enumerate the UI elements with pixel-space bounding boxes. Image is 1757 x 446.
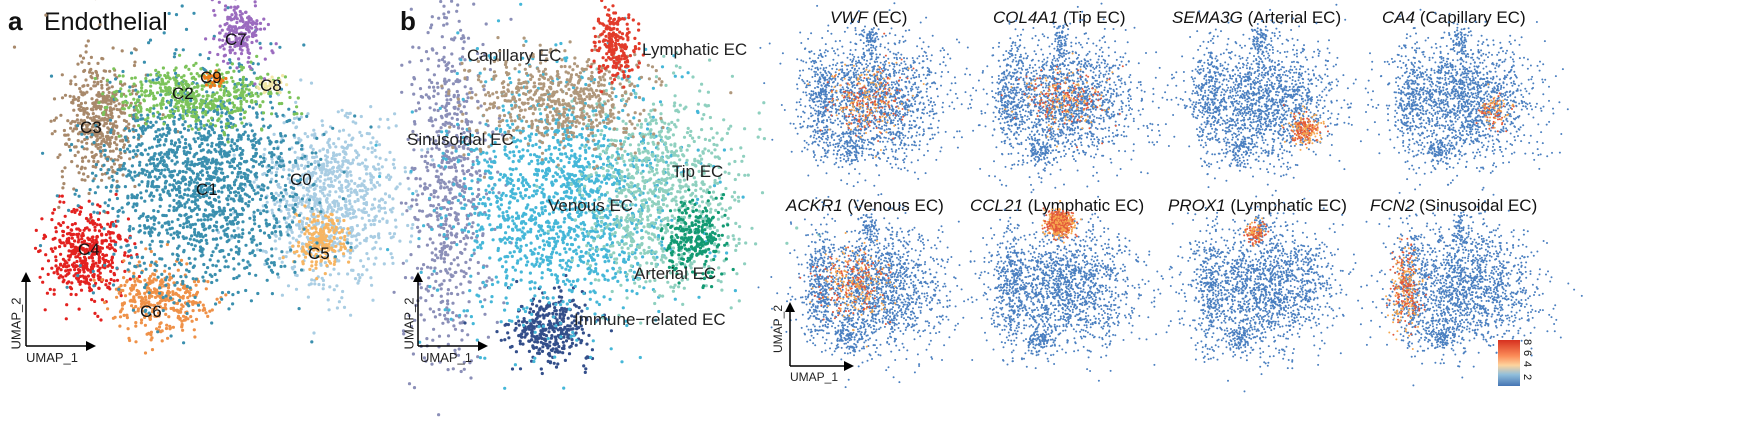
colorbar-tick-6: 6 (1521, 350, 1533, 356)
feature-plot-ccl21 (923, 174, 1186, 382)
feature-plot-ackr1 (757, 184, 1005, 389)
celltype-label-capillary: Capillary EC (467, 46, 561, 66)
cluster-label-c5: C5 (308, 244, 330, 264)
feature-plot-vwf (759, 2, 1002, 198)
cluster-label-c2: C2 (172, 84, 194, 104)
panel-b-axis-arrows (413, 272, 488, 351)
cluster-label-c9: C9 (200, 68, 222, 88)
cluster-label-c8: C8 (260, 76, 282, 96)
feature-title-vwf: VWF (EC) (830, 8, 907, 28)
celltype-label-lymphatic: Lymphatic EC (642, 40, 747, 60)
feature-title-ca4: CA4 (Capillary EC) (1382, 8, 1526, 28)
colorbar-tick-4: 4 (1521, 361, 1533, 367)
celltype-label-sinusoidal: Sinusoidal EC (407, 130, 514, 150)
panel-a-letter: a (8, 6, 22, 37)
cluster-label-c3: C3 (80, 118, 102, 138)
celltype-label-tip: Tip EC (672, 162, 723, 182)
panel-a-xaxis-label: UMAP_1 (26, 350, 78, 365)
feature-yaxis-label: UMAP_2 (771, 305, 785, 353)
panel-b-letter: b (400, 6, 416, 37)
feature-xaxis-label: UMAP_1 (790, 370, 838, 384)
feature-axis-arrows (785, 302, 854, 371)
panel-b-umap (374, 0, 821, 417)
feature-plot-col4a1 (929, 2, 1175, 191)
panel-a-umap (12, 0, 435, 355)
cluster-label-c1: C1 (196, 180, 218, 200)
panel-b-xaxis-label: UMAP_1 (420, 350, 472, 365)
feature-plot-prox1 (1153, 175, 1395, 393)
feature-title-sema3g: SEMA3G (Arterial EC) (1172, 8, 1341, 28)
cluster-label-c7: C7 (225, 30, 247, 50)
cluster-label-c0: C0 (290, 170, 312, 190)
feature-title-col4a1: COL4A1 (Tip EC) (993, 8, 1126, 28)
celltype-label-venous: Venous EC (548, 196, 633, 216)
celltype-label-arterial: Arterial EC (634, 264, 716, 284)
feature-plot-fcn2 (1339, 166, 1583, 387)
feature-plot-ca4 (1343, 8, 1569, 194)
colorbar (1498, 340, 1520, 386)
panel-a-axis-arrows (21, 272, 96, 351)
feature-plot-sema3g (1148, 3, 1389, 192)
panel-a-title: Endothelial (44, 8, 168, 37)
celltype-label-immune: Immune−related EC (574, 310, 726, 330)
colorbar-tick-8: 8 (1521, 339, 1533, 345)
feature-title-ccl21: CCL21 (Lymphatic EC) (970, 196, 1144, 216)
panel-a-yaxis-label: UMAP_2 (9, 297, 24, 349)
cluster-label-c6: C6 (140, 302, 162, 322)
colorbar-tick-2: 2 (1521, 374, 1533, 380)
cluster-label-c4: C4 (78, 240, 100, 260)
feature-title-ackr1: ACKR1 (Venous EC) (786, 196, 944, 216)
panel-b-yaxis-label: UMAP_2 (402, 297, 417, 349)
feature-title-fcn2: FCN2 (Sinusoidal EC) (1370, 196, 1537, 216)
